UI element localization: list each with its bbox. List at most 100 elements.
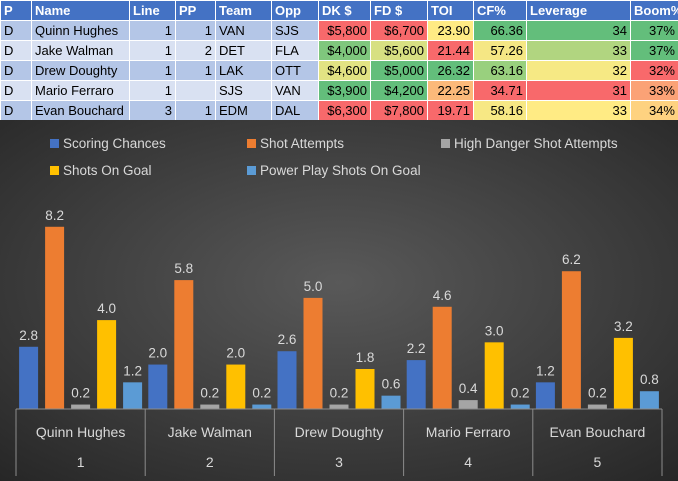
cell-pos: D [0,80,32,101]
bar[interactable] [535,382,555,409]
table-header-row: P Name Line PP Team Opp DK $ FD $ TOI CF% Leverage… [0,0,678,21]
bar[interactable] [226,364,246,409]
bar[interactable] [613,337,633,409]
cell-leverage: 33 [526,100,631,121]
bar[interactable] [174,280,194,409]
bar[interactable] [458,400,478,409]
player-table: P Name Line PP Team Opp DK $ FD $ TOI CF% Leverage… [0,0,678,121]
bar[interactable] [148,364,168,409]
data-label: 3.2 [614,319,633,334]
cell-boom: 34% [630,100,678,121]
cell-name: Quinn Hughes [31,20,130,41]
data-label: 2.8 [19,328,38,343]
column-header[interactable]: CF% [473,0,527,21]
column-header[interactable]: Leverage [526,0,631,21]
bar[interactable] [484,342,504,409]
cell-pos: D [0,100,32,121]
data-label: 3.0 [485,323,504,338]
cell-fd: $7,800 [370,100,428,121]
table-row[interactable]: D Quinn Hughes 1 1 VAN SJS $5,800 $6,700 23.90 66… [0,20,678,41]
cell-leverage: 31 [526,80,631,101]
bar[interactable] [406,360,426,409]
bar[interactable] [71,404,91,409]
legend-swatch [247,166,256,175]
cell-team: SJS [215,80,272,101]
cell-dk: $6,300 [318,100,371,121]
cell-name: Mario Ferraro [31,80,130,101]
bar[interactable] [252,404,272,409]
data-label: 4.6 [433,288,452,303]
cell-pp: 1 [175,100,216,121]
legend-label: Scoring Chances [63,136,166,151]
cell-team: VAN [215,20,272,41]
data-label: 5.8 [174,261,193,276]
cell-cf: 57.26 [473,40,527,61]
data-label: 0.2 [200,386,219,401]
cell-pos: D [0,20,32,41]
column-header[interactable]: Opp [271,0,319,21]
chart-legend: Scoring Chances Shot Attempts High Danger … [50,136,618,178]
cell-opp: DAL [271,100,319,121]
bar[interactable] [639,391,659,409]
bar[interactable] [123,382,143,409]
cell-team: DET [215,40,272,61]
cell-cf: 63.16 [473,60,527,81]
cell-cf: 34.71 [473,80,527,101]
column-header[interactable]: Boom% [630,0,678,21]
cell-boom: 32% [630,60,678,81]
column-header[interactable]: FD $ [370,0,428,21]
cell-line: 1 [129,20,176,41]
data-label: 0.4 [459,381,478,396]
cell-line: 3 [129,100,176,121]
cell-opp: OTT [271,60,319,81]
data-label: 2.0 [148,346,167,361]
x-tick-index: 3 [335,454,343,470]
chart-axis: Quinn Hughes 1 Jake Walman 2 Drew Doughty 3 Ma… [15,408,663,476]
cell-pp [175,80,216,101]
bar[interactable] [329,404,349,409]
column-header[interactable]: Team [215,0,272,21]
data-label: 0.2 [252,386,271,401]
cell-toi: 21.44 [427,40,474,61]
x-tick-label: Evan Bouchard [550,424,646,440]
chart-bars: 2.8 8.2 0.2 4.0 1.2 2.0 5.8 0.2 2.0 0.2 2.6 5.0 0.2 1… [19,208,659,409]
cell-pp: 2 [175,40,216,61]
table-row[interactable]: D Evan Bouchard 3 1 EDM DAL $6,300 $7,800 19.71 5… [0,100,678,121]
column-header[interactable]: Name [31,0,130,21]
column-header[interactable]: PP [175,0,216,21]
data-label: 0.2 [330,386,349,401]
bar[interactable] [381,395,401,409]
bar[interactable] [200,404,220,409]
cell-dk: $3,900 [318,80,371,101]
column-header[interactable]: P [0,0,32,21]
table-row[interactable]: D Drew Doughty 1 1 LAK OTT $4,600 $5,000 26.32 63… [0,60,678,81]
player-table-container: P Name Line PP Team Opp DK $ FD $ TOI CF% Leverage… [0,0,678,121]
bar[interactable] [432,306,452,409]
cell-line: 1 [129,80,176,101]
data-label: 6.2 [562,252,581,267]
column-header[interactable]: Line [129,0,176,21]
legend-swatch [50,166,59,175]
bar[interactable] [97,320,117,409]
cell-leverage: 34 [526,20,631,41]
x-tick-label: Drew Doughty [295,424,384,440]
table-row[interactable]: D Jake Walman 1 2 DET FLA $4,000 $5,600 21.44 57.… [0,40,678,61]
bar[interactable] [561,271,581,409]
cell-fd: $6,700 [370,20,428,41]
data-label: 4.0 [97,301,116,316]
cell-dk: $4,600 [318,60,371,81]
bar[interactable] [45,226,65,409]
x-tick-index: 5 [594,454,602,470]
bar[interactable] [587,404,607,409]
table-row[interactable]: D Mario Ferraro 1 SJS VAN $3,900 $4,200 22.25 34… [0,80,678,101]
bar[interactable] [277,351,297,409]
data-label: 0.6 [382,377,401,392]
cell-cf: 58.16 [473,100,527,121]
column-header[interactable]: TOI [427,0,474,21]
bar[interactable] [510,404,530,409]
column-header[interactable]: DK $ [318,0,371,21]
bar[interactable] [19,346,39,409]
cell-leverage: 32 [526,60,631,81]
bar[interactable] [355,369,375,409]
bar[interactable] [303,297,323,409]
